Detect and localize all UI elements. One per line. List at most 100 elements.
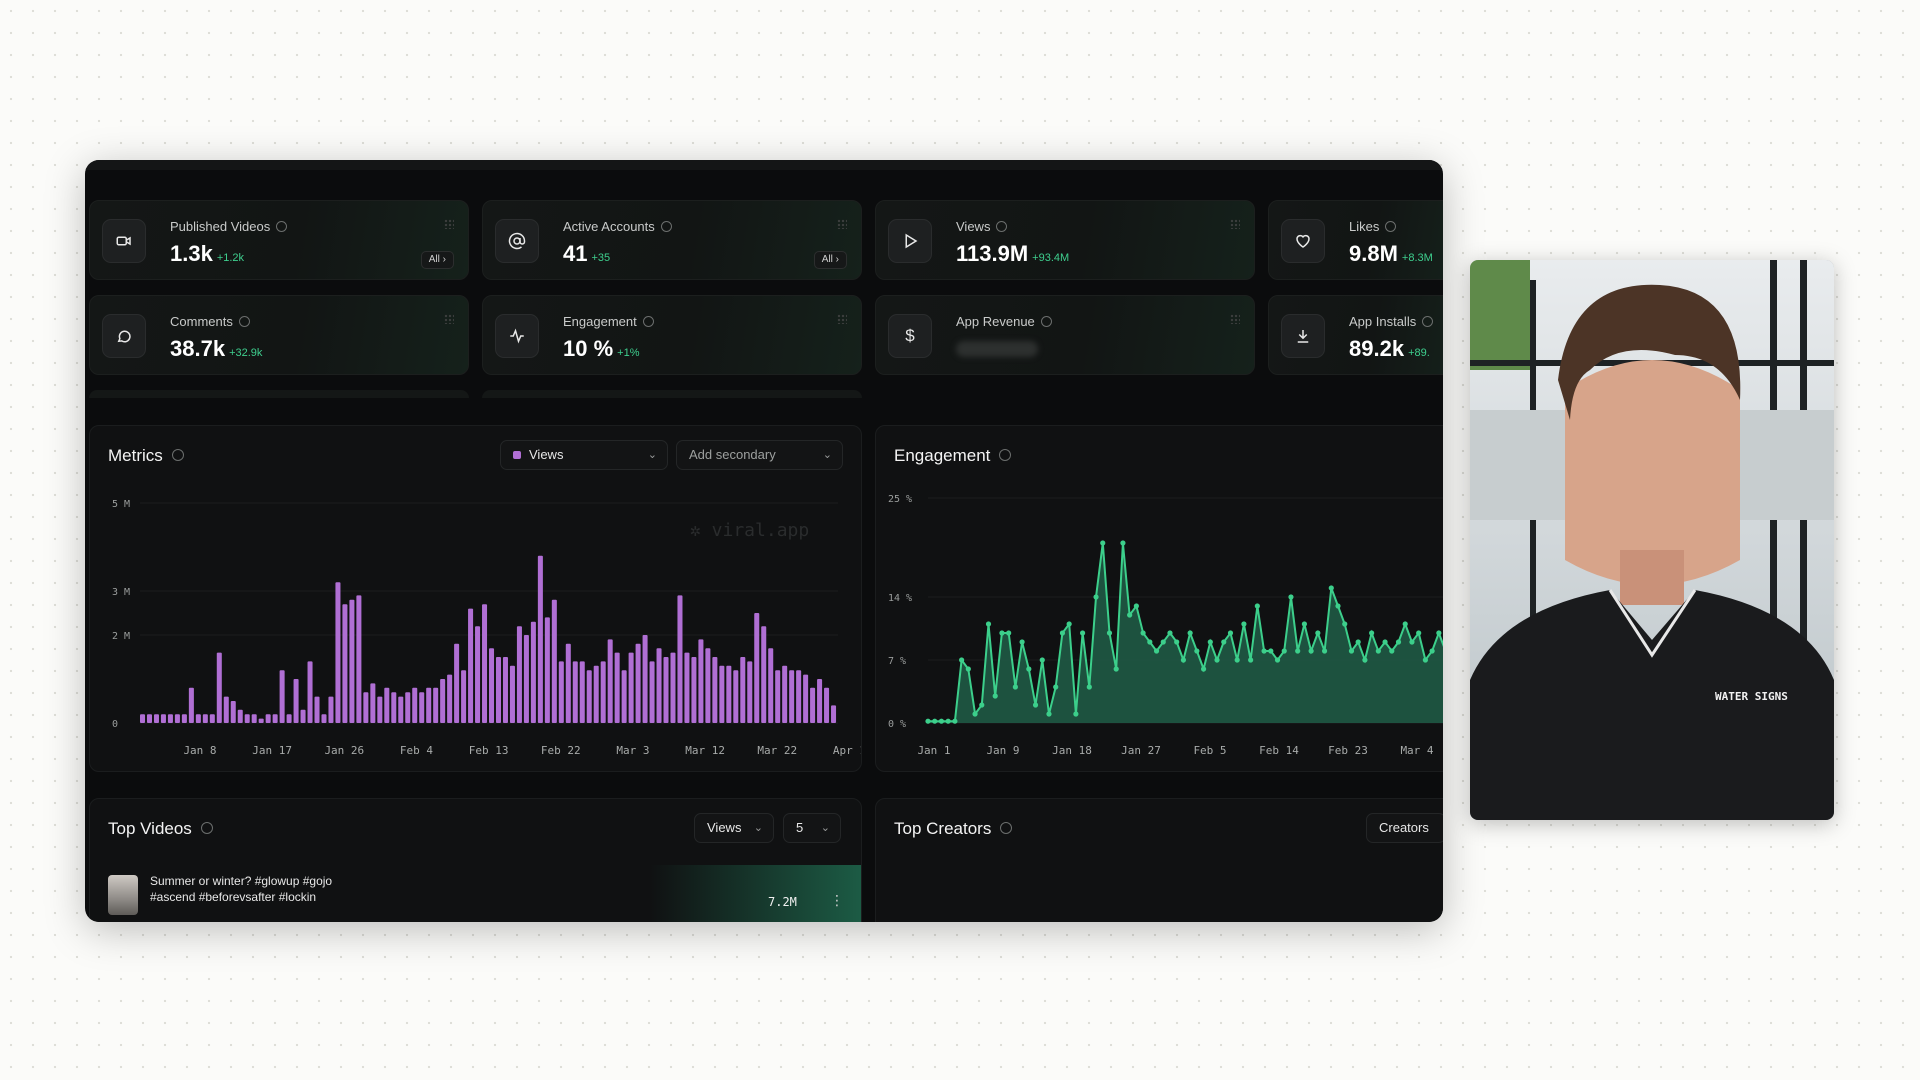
stat-value: 41 [563, 241, 588, 266]
heart-icon [1281, 219, 1325, 263]
data-point [1200, 666, 1207, 672]
info-icon[interactable] [1000, 822, 1013, 834]
secondary-metric-select[interactable]: Add secondary ⌄ [676, 440, 843, 470]
filter-all-button[interactable]: All › [420, 251, 454, 269]
bar [440, 679, 446, 723]
series-swatch [513, 451, 521, 459]
data-point [1093, 594, 1099, 600]
stat-label: Engagement [563, 314, 637, 329]
bar [551, 599, 557, 723]
drag-handle-icon[interactable] [837, 219, 847, 229]
data-point [1436, 630, 1442, 636]
info-icon[interactable] [200, 822, 213, 834]
bar [726, 665, 732, 723]
info-icon[interactable] [1040, 316, 1052, 327]
creators-filter-button[interactable]: Creators [1366, 813, 1443, 843]
info-icon[interactable] [276, 221, 288, 232]
more-options-icon[interactable]: ⋮ [830, 892, 844, 908]
top-toolbar [85, 160, 1443, 170]
video-icon [102, 219, 146, 263]
bar [489, 648, 495, 723]
count-label: 5 [796, 820, 804, 835]
stat-card-engagement[interactable]: Engagement 10 % +1% [482, 295, 862, 375]
data-point [1402, 621, 1408, 627]
stat-delta: +1.2k [216, 252, 245, 264]
sort-by-select[interactable]: Views ⌄ [694, 813, 774, 843]
stat-card-published-videos[interactable]: Published Videos 1.3k +1.2k All › [89, 200, 469, 280]
data-point [945, 718, 951, 724]
info-icon[interactable] [660, 221, 672, 232]
info-icon[interactable] [999, 449, 1012, 461]
data-point [1006, 630, 1012, 636]
info-icon[interactable] [1385, 221, 1397, 232]
video-thumbnail[interactable] [108, 875, 138, 915]
data-point [1180, 657, 1187, 663]
bar [740, 657, 746, 723]
data-point [1147, 639, 1153, 645]
bar [817, 679, 823, 723]
data-point [979, 702, 985, 708]
data-point [925, 718, 931, 724]
info-icon[interactable] [642, 316, 654, 327]
video-title-line1: Summer or winter? #glowup #gojo [150, 874, 333, 888]
data-point [1160, 639, 1166, 645]
drag-handle-icon[interactable] [444, 219, 454, 229]
data-point [1174, 639, 1180, 645]
data-point [999, 630, 1005, 636]
count-select[interactable]: 5 ⌄ [783, 813, 841, 843]
bar [482, 604, 488, 723]
engagement-area-chart: 0 % 7 % 14 % 25 % Jan 1 Jan 9 Jan 18 Jan 27 Feb … [888, 494, 1443, 757]
bar [349, 599, 355, 723]
stat-card-partial [482, 390, 862, 398]
info-icon[interactable] [996, 221, 1008, 232]
x-tick-label: Feb 5 [1193, 744, 1226, 757]
data-point [1335, 603, 1341, 609]
stat-delta: +35 [591, 252, 611, 264]
data-point [1369, 630, 1375, 636]
x-tick-label: Mar 3 [616, 744, 649, 757]
drag-handle-icon[interactable] [1230, 314, 1240, 324]
panel-title: Metrics [108, 446, 163, 465]
info-icon[interactable] [171, 449, 184, 461]
info-icon[interactable] [238, 316, 250, 327]
filter-all-button[interactable]: All › [813, 251, 847, 269]
x-tick-label: Mar 22 [757, 744, 797, 757]
x-tick-label: Jan 26 [324, 744, 364, 757]
drag-handle-icon[interactable] [444, 314, 454, 324]
data-point [1133, 603, 1139, 609]
x-tick-label: Apr 1 [833, 744, 862, 757]
stat-card-app-installs[interactable]: App Installs 89.2k +89. [1268, 295, 1443, 375]
stat-card-views[interactable]: Views 113.9M +93.4M [875, 200, 1255, 280]
data-point [1254, 603, 1260, 609]
bar [181, 714, 187, 723]
chevron-down-icon: ⌄ [753, 822, 763, 834]
info-icon[interactable] [1422, 316, 1434, 327]
data-point [952, 718, 958, 724]
panel-title: Top Videos [108, 819, 192, 838]
bar [733, 670, 739, 723]
stat-card-comments[interactable]: Comments 38.7k +32.9k [89, 295, 469, 375]
data-point [1409, 639, 1415, 645]
watermark-logo: ✲ viral.app [690, 520, 809, 541]
stat-card-active-accounts[interactable]: Active Accounts 41 +35 All › [482, 200, 862, 280]
webcam-video: WATER SIGNS [1470, 260, 1834, 820]
stat-value: 113.9M [956, 241, 1029, 266]
primary-metric-select[interactable]: Views ⌄ [500, 440, 668, 470]
row-highlight [650, 865, 861, 922]
bar [796, 670, 802, 723]
drag-handle-icon[interactable] [1230, 219, 1240, 229]
data-point [1086, 684, 1092, 690]
bar [495, 657, 502, 723]
drag-handle-icon[interactable] [837, 314, 847, 324]
secondary-metric-label: Add secondary [689, 447, 776, 462]
x-tick-label: Jan 1 [917, 744, 950, 757]
stat-card-app-revenue[interactable]: $ App Revenue [875, 295, 1255, 375]
x-tick-label: Jan 8 [183, 744, 216, 757]
data-point [1234, 657, 1240, 663]
data-point [1295, 648, 1301, 654]
primary-metric-label: Views [529, 447, 564, 462]
data-point [1389, 648, 1395, 654]
stat-card-likes[interactable]: Likes 9.8M +8.3M [1268, 200, 1443, 280]
bar [789, 670, 795, 723]
play-icon [888, 219, 932, 263]
